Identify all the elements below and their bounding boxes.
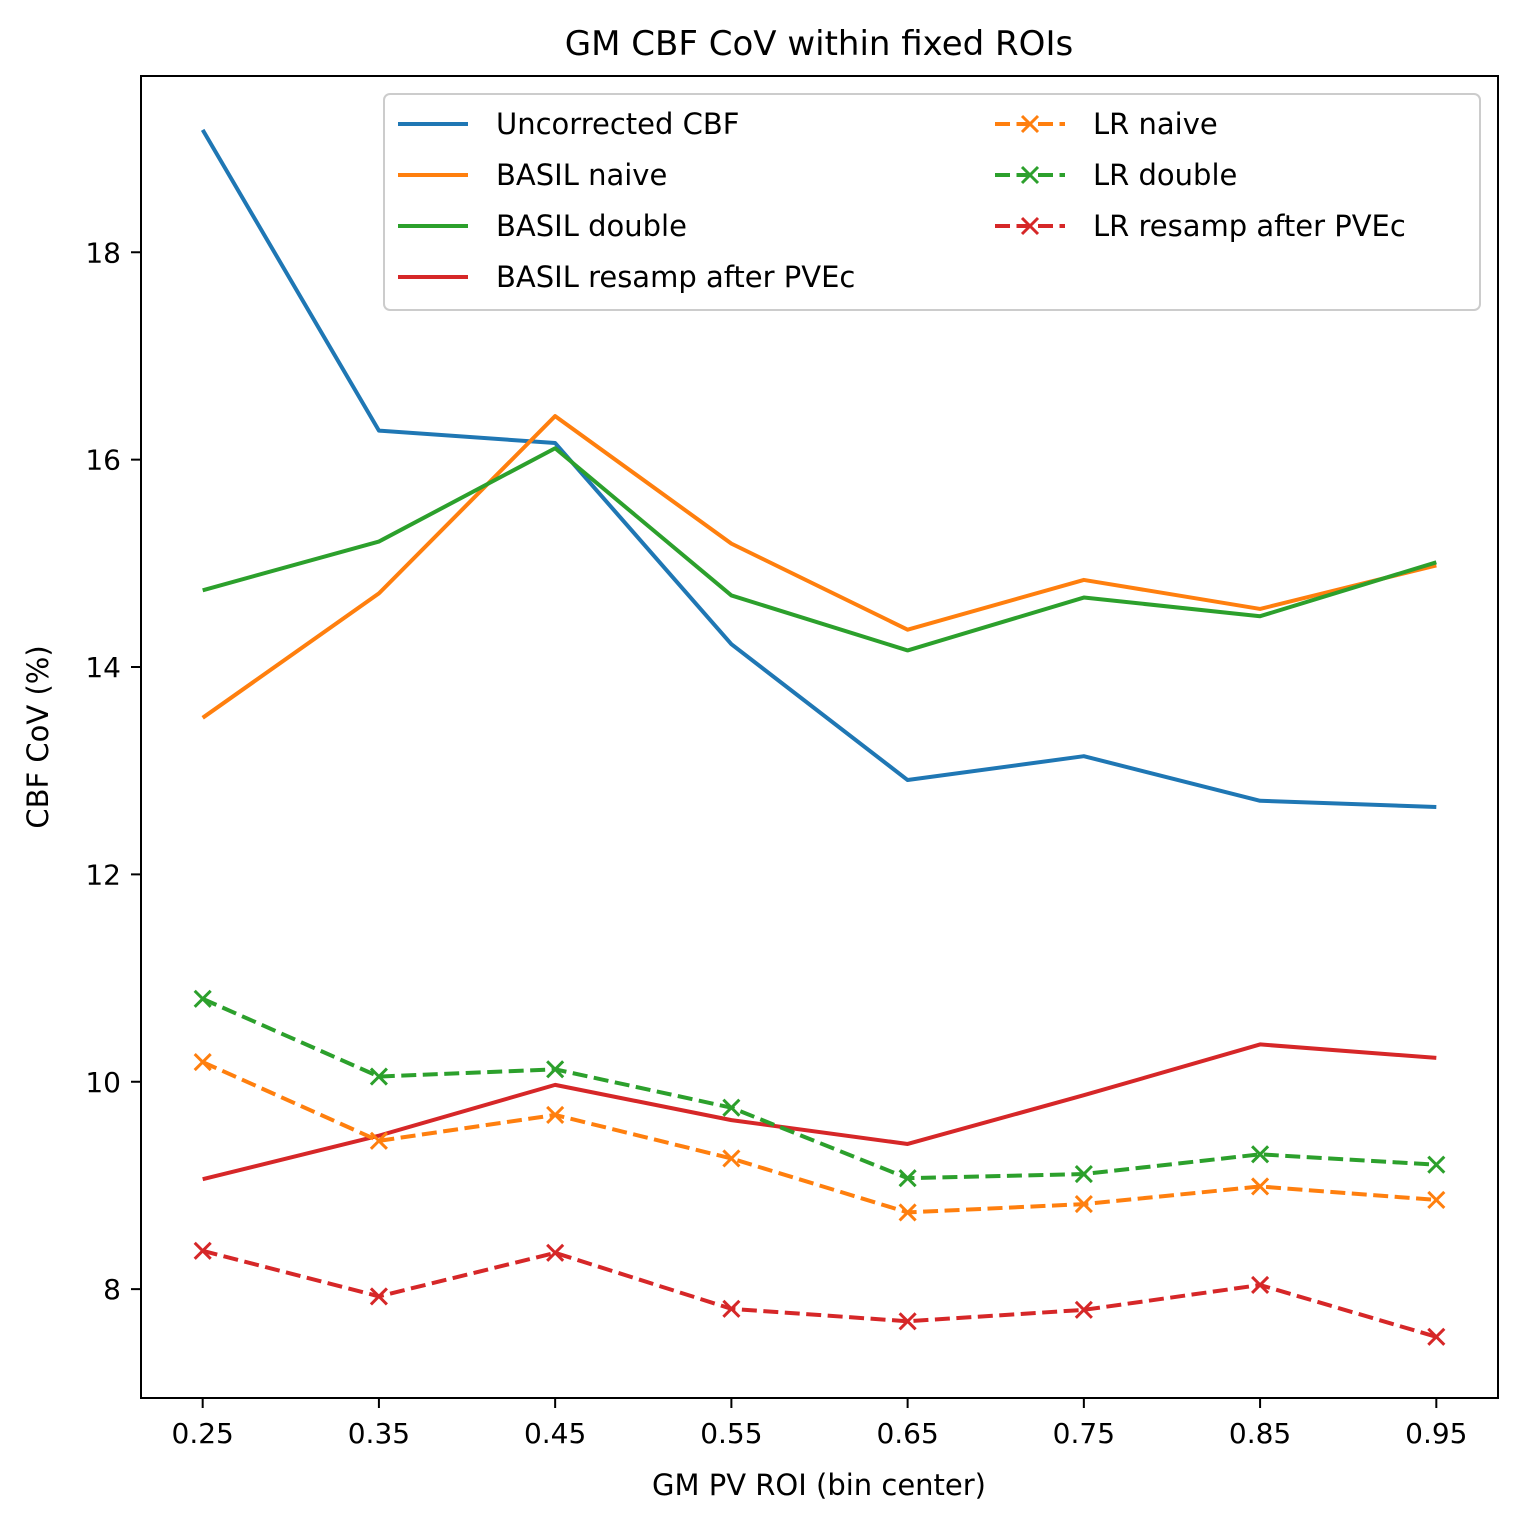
data-point-marker	[722, 1098, 741, 1117]
legend: Uncorrected CBF BASIL naive BASIL double BA…	[383, 93, 1481, 311]
legend-label: LR naive	[1093, 107, 1218, 141]
y-tick-label: 14	[85, 651, 121, 684]
x-tick-label: 0.35	[348, 1417, 410, 1450]
chart-title: GM CBF CoV within fixed ROIs	[565, 24, 1073, 64]
data-point-marker	[369, 1287, 388, 1306]
series-basil-resamp-after-pvec	[202, 1042, 1437, 1182]
data-point-marker	[722, 1149, 741, 1168]
legend-item-lr-double: LR double	[995, 158, 1237, 192]
legend-item-basil-naive: BASIL naive	[398, 158, 667, 192]
data-point-marker	[546, 1060, 565, 1079]
data-point-marker	[898, 1312, 917, 1331]
data-point-marker	[898, 1169, 917, 1188]
y-axis: 8 10 12 14 16 18	[85, 236, 141, 1306]
y-tick-label: 10	[85, 1066, 121, 1099]
y-axis-label: CBF CoV (%)	[21, 645, 55, 828]
x-tick-label: 0.25	[172, 1417, 234, 1450]
series-layer	[193, 128, 1446, 1346]
data-point-marker	[1427, 1155, 1446, 1174]
data-point-marker	[1427, 1190, 1446, 1210]
x-tick-label: 0.65	[876, 1417, 938, 1450]
legend-marker	[1020, 114, 1040, 134]
legend-label: BASIL naive	[496, 158, 667, 192]
data-point-marker	[1074, 1300, 1093, 1319]
series-line	[200, 128, 1437, 809]
data-point-marker	[722, 1299, 741, 1318]
series-basil-double	[202, 446, 1437, 653]
legend-label: BASIL double	[496, 209, 687, 243]
data-point-marker	[546, 1243, 565, 1262]
legend-item-lr-resamp-after-pvec: LR resamp after PVEc	[995, 209, 1406, 243]
y-tick-label: 12	[85, 858, 121, 891]
legend-item-lr-naive: LR naive	[995, 107, 1218, 141]
data-point-marker	[369, 1067, 388, 1086]
data-point-marker	[193, 989, 212, 1008]
x-axis: 0.25 0.35 0.45 0.55 0.65 0.75 0.85 0.95	[172, 1398, 1467, 1450]
data-point-marker	[546, 1105, 565, 1124]
legend-label: BASIL resamp after PVEc	[496, 260, 855, 294]
series-lr-resamp-after-pvec	[193, 1241, 1446, 1346]
series-basil-naive	[201, 414, 1437, 720]
legend-marker	[1020, 216, 1040, 236]
y-tick-label: 18	[85, 236, 121, 269]
x-tick-label: 0.45	[524, 1417, 586, 1450]
x-axis-label: GM PV ROI (bin center)	[652, 1468, 986, 1502]
legend-item-basil-double: BASIL double	[398, 209, 687, 243]
data-point-marker	[1251, 1177, 1270, 1196]
legend-item-basil-resamp-after-pvec: BASIL resamp after PVEc	[398, 260, 855, 294]
data-point-marker	[193, 1241, 212, 1260]
legend-items: Uncorrected CBF BASIL naive BASIL double BA…	[398, 107, 1406, 294]
data-point-marker	[1251, 1145, 1270, 1164]
legend-label: Uncorrected CBF	[496, 107, 739, 141]
series-line	[202, 446, 1437, 653]
data-point-marker	[369, 1131, 388, 1150]
series-uncorrected-cbf	[200, 128, 1437, 809]
series-lr-naive	[193, 1052, 1446, 1222]
x-tick-label: 0.95	[1405, 1417, 1467, 1450]
series-line	[202, 1042, 1437, 1182]
plot-frame	[140, 75, 1499, 1399]
y-tick-label: 8	[103, 1273, 121, 1306]
legend-frame	[383, 93, 1481, 311]
series-lr-double	[193, 989, 1446, 1188]
data-point-marker	[1251, 1275, 1270, 1295]
x-tick-label: 0.75	[1053, 1417, 1115, 1450]
data-point-marker	[1427, 1327, 1446, 1346]
data-point-marker	[898, 1203, 917, 1222]
series-line	[201, 1060, 1437, 1215]
series-line	[201, 414, 1437, 720]
x-tick-label: 0.55	[700, 1417, 762, 1450]
y-tick-label: 16	[85, 444, 121, 477]
legend-label: LR resamp after PVEc	[1093, 209, 1406, 243]
legend-item-uncorrected-cbf: Uncorrected CBF	[398, 107, 739, 141]
legend-marker	[1020, 165, 1040, 185]
x-tick-label: 0.85	[1229, 1417, 1291, 1450]
data-point-marker	[193, 1052, 212, 1072]
data-point-marker	[1074, 1195, 1093, 1214]
data-point-marker	[1074, 1164, 1093, 1184]
series-line	[202, 1248, 1437, 1339]
legend-label: LR double	[1093, 158, 1237, 192]
series-line	[201, 996, 1437, 1181]
